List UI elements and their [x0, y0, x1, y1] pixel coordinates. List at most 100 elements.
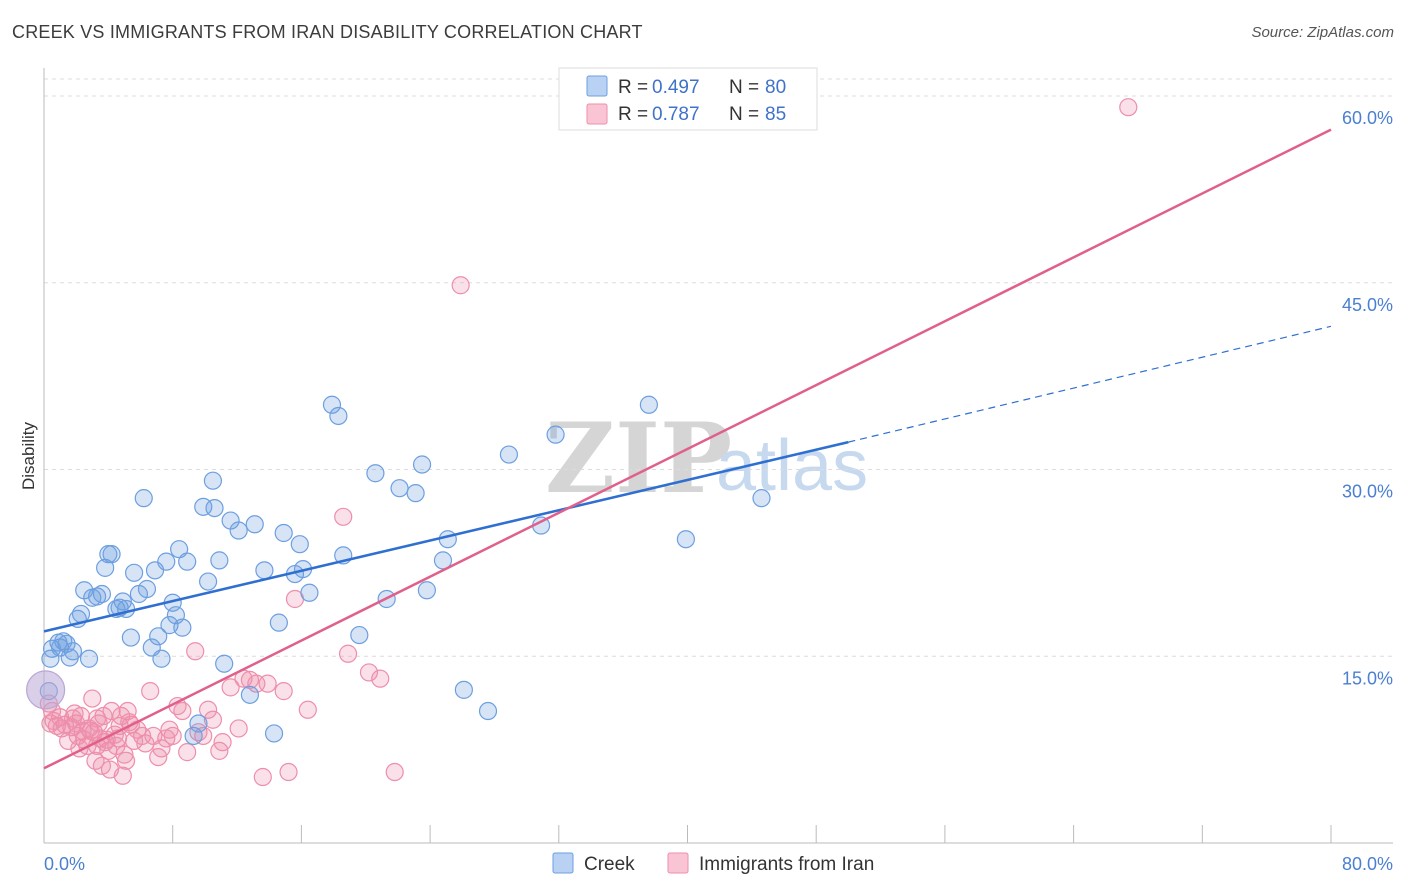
- creek-point: [274, 523, 293, 543]
- iran-point: [229, 719, 248, 738]
- trend-lines: [43, 128, 1332, 770]
- iran-point: [178, 743, 197, 762]
- creek-point: [406, 484, 425, 503]
- x-tick-label-left: 0.0%: [44, 854, 85, 874]
- creek-point: [102, 545, 121, 564]
- iran-point: [274, 682, 293, 701]
- iran-point: [253, 767, 272, 787]
- legend-n-value-iran: 85: [765, 104, 786, 125]
- bottom-legend-swatch-creek: [552, 852, 574, 874]
- creek-point: [215, 654, 234, 673]
- source-label: Source: ZipAtlas.com: [1251, 24, 1394, 41]
- legend-r-value-iran: 0.787: [652, 104, 700, 125]
- legend-n-value-creek: 80: [765, 77, 786, 98]
- iran-point: [87, 709, 107, 728]
- creek-point: [57, 634, 76, 653]
- creek-point: [676, 530, 695, 549]
- iran-point: [115, 745, 134, 764]
- y-axis-title: Disability: [19, 421, 38, 490]
- iran-point: [203, 710, 223, 729]
- creek-point: [198, 572, 218, 591]
- y-tick-label-0: 15.0%: [1342, 668, 1393, 688]
- creek-point: [245, 515, 264, 534]
- bottom-legend: Creek Immigrants from Iran: [552, 852, 874, 875]
- y-tick-label-3: 60.0%: [1342, 108, 1393, 128]
- series-creek-points: [26, 395, 771, 746]
- iran-point: [113, 766, 132, 785]
- series-iran-points: [39, 98, 1138, 787]
- creek-point: [26, 670, 66, 710]
- creek-point: [149, 627, 168, 646]
- creek-point: [124, 563, 144, 582]
- iran-point: [279, 762, 298, 782]
- creek-point: [173, 618, 192, 637]
- iran-point: [141, 682, 160, 701]
- creek-point: [229, 521, 248, 540]
- bottom-legend-iran: Immigrants from Iran: [699, 854, 874, 875]
- iran-point: [41, 714, 60, 733]
- axes: [43, 68, 1393, 844]
- creek-point: [63, 642, 83, 661]
- creek-point: [269, 613, 288, 632]
- iran-point: [186, 642, 205, 661]
- y-tick-label-2: 45.0%: [1342, 295, 1393, 315]
- creek-point: [121, 628, 140, 647]
- legend-swatch-iran: [586, 103, 608, 125]
- legend-r-value-creek: 0.497: [652, 77, 700, 98]
- creek-point: [240, 685, 260, 704]
- iran-point: [163, 726, 182, 746]
- creek-point: [438, 530, 457, 549]
- creek-point: [264, 724, 284, 743]
- creek-point: [178, 552, 197, 571]
- creek-point: [366, 464, 385, 483]
- creek-point: [300, 583, 319, 602]
- watermark-zip: ZIP: [545, 402, 732, 515]
- iran-point: [198, 700, 218, 719]
- iran-point: [338, 644, 358, 663]
- creek-point: [752, 489, 771, 508]
- y-tick-labels: 15.0% 30.0% 45.0% 60.0%: [1342, 108, 1393, 688]
- creek-point: [412, 455, 432, 474]
- iran-point: [63, 709, 83, 728]
- creek-point: [205, 498, 224, 518]
- creek-trend-line: [43, 440, 849, 633]
- iran-point: [371, 669, 390, 688]
- legend-n-label-iran: N =: [729, 104, 759, 125]
- creek-point: [71, 604, 91, 624]
- legend-r-label-creek: R =: [618, 77, 648, 98]
- iran-point: [173, 701, 192, 721]
- creek-point: [189, 714, 208, 733]
- x-tick-label-right: 80.0%: [1342, 854, 1393, 874]
- creek-point: [92, 584, 112, 604]
- iran-point: [258, 674, 277, 693]
- creek-point: [478, 701, 498, 721]
- creek-point: [152, 649, 171, 668]
- iran-point: [102, 701, 121, 721]
- creek-point: [350, 625, 369, 645]
- iran-point: [83, 689, 102, 708]
- creek-trend-extension: [848, 325, 1332, 443]
- creek-point: [87, 587, 107, 606]
- creek-point: [157, 552, 176, 571]
- creek-point: [79, 649, 99, 668]
- iran-point: [334, 507, 353, 526]
- chart-title: CREEK VS IMMIGRANTS FROM IRAN DISABILITY…: [12, 22, 643, 42]
- creek-point: [210, 551, 229, 570]
- bottom-legend-creek: Creek: [584, 854, 635, 875]
- creek-point: [546, 425, 565, 444]
- creek-point: [433, 551, 453, 570]
- watermark-atlas: atlas: [716, 426, 868, 506]
- iran-point: [213, 733, 232, 752]
- creek-point: [116, 599, 136, 619]
- y-tick-label-1: 30.0%: [1342, 482, 1393, 502]
- bottom-legend-swatch-iran: [667, 852, 689, 874]
- creek-point: [322, 395, 342, 414]
- creek-point: [454, 680, 473, 699]
- creek-point: [639, 395, 658, 414]
- iran-point: [152, 739, 171, 758]
- creek-point: [290, 535, 309, 554]
- iran-point: [385, 762, 404, 782]
- creek-point: [203, 471, 223, 490]
- iran-point: [116, 751, 136, 770]
